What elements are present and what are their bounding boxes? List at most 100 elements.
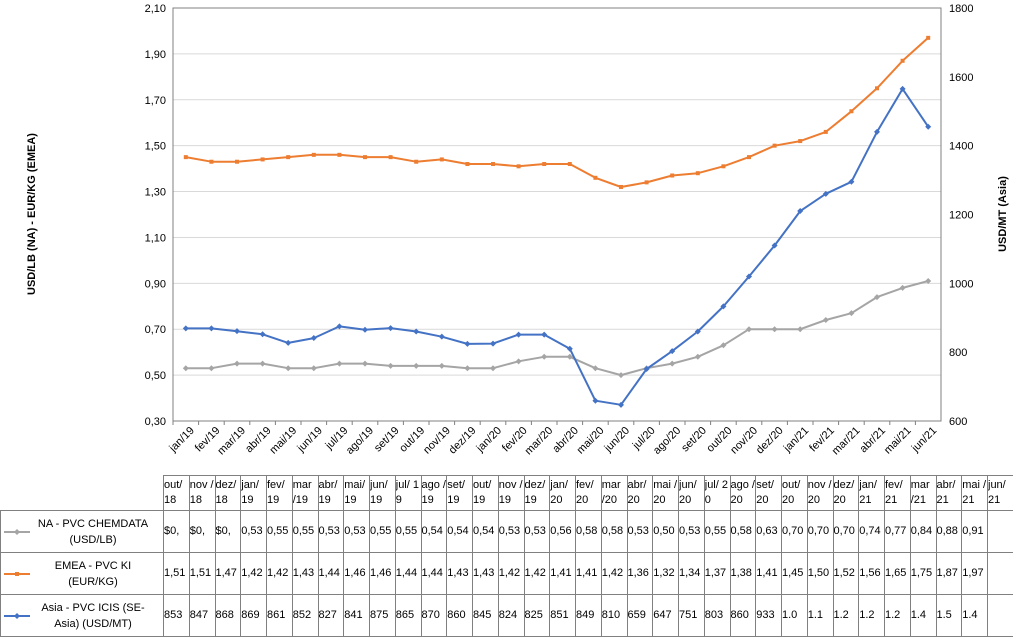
data-point-0	[797, 326, 803, 332]
x-tick-label: jun/21	[909, 425, 939, 455]
data-table-header-cell: abr/ 20	[627, 476, 653, 511]
data-table-header-cell: jun/ 19	[370, 476, 396, 511]
data-table-cell: 0,54	[421, 511, 447, 553]
x-tick-label: jan/21	[781, 425, 811, 455]
y-tick-label-right: 1400	[949, 141, 973, 153]
data-point-1	[363, 155, 367, 159]
data-table-cell: 0,77	[885, 511, 911, 553]
data-point-0	[695, 354, 701, 360]
data-table-cell: 845	[473, 595, 499, 637]
data-table-cell	[988, 511, 1013, 553]
legend-key-emea	[4, 570, 30, 578]
x-tick-label: nov/20	[728, 425, 760, 457]
y-tick-label-left: 1,90	[145, 49, 166, 61]
data-table-cell: 868	[215, 595, 241, 637]
y-axis-left: 0,300,500,700,901,101,301,501,701,902,10	[145, 3, 166, 428]
data-point-0	[592, 365, 598, 371]
data-table-cell: 0,91	[962, 511, 988, 553]
data-table-header-cell: jan/ 20	[550, 476, 576, 511]
data-table-cell: 1,44	[318, 553, 344, 595]
data-table-header-cell: dez/ 18	[215, 476, 241, 511]
data-point-1	[209, 160, 213, 164]
data-table-cell: 0,53	[627, 511, 653, 553]
data-table-cell: 1,43	[473, 553, 499, 595]
data-table-cell: 1,44	[421, 553, 447, 595]
data-point-1	[517, 164, 521, 168]
legend-label-asia: Asia - PVC ICIS (SE-Asia) (USD/MT)	[33, 600, 153, 632]
data-table-cell: 853	[164, 595, 190, 637]
data-table-header-cell: nov /18	[189, 476, 215, 511]
x-tick-label: mai/21	[882, 425, 914, 457]
data-point-0	[260, 361, 266, 367]
data-point-1	[747, 155, 751, 159]
data-point-1	[261, 157, 265, 161]
data-table-cell: 1,44	[395, 553, 421, 595]
legend-entry-emea: EMEA - PVC KI (EUR/KG)	[1, 553, 164, 595]
legend-label-na: NA - PVC CHEMDATA (USD/LB)	[33, 516, 153, 548]
data-table-cell: 827	[318, 595, 344, 637]
legend-entry-asia: Asia - PVC ICIS (SE-Asia) (USD/MT)	[1, 595, 164, 637]
data-table-cell: 851	[550, 595, 576, 637]
data-point-1	[696, 171, 700, 175]
data-point-2	[516, 332, 522, 338]
y-tick-label-left: 0,50	[145, 370, 166, 382]
data-point-2	[285, 340, 291, 346]
x-tick-label: mar/20	[523, 425, 556, 458]
data-table-cell: 0,84	[910, 511, 936, 553]
data-point-2	[490, 341, 496, 347]
data-table-cell: 1.1	[807, 595, 833, 637]
data-point-1	[824, 130, 828, 134]
data-table-cell: 1,41	[756, 553, 782, 595]
data-point-1	[440, 157, 444, 161]
data-table-header-cell: jul/ 19	[395, 476, 421, 511]
data-table-cell: 0,56	[550, 511, 576, 553]
y-tick-label-right: 1000	[949, 278, 973, 290]
data-table-cell: 824	[498, 595, 524, 637]
data-point-0	[464, 365, 470, 371]
series-line-1	[186, 38, 928, 187]
data-table-cell: 1,65	[885, 553, 911, 595]
data-table-header-cell: abr/ 19	[318, 476, 344, 511]
plot-area	[173, 8, 941, 421]
x-tick-label: mai/19	[267, 425, 299, 457]
x-tick-label: mar/19	[215, 425, 248, 458]
y-axis-title-right: USD/MT (Asia)	[997, 176, 1009, 252]
data-table-header-cell: set/ 19	[447, 476, 473, 511]
data-point-1	[389, 155, 393, 159]
y-tick-label-right: 800	[949, 347, 967, 359]
y-tick-label-right: 1200	[949, 210, 973, 222]
data-point-0	[285, 365, 291, 371]
data-point-1	[798, 139, 802, 143]
data-table-cell: $0,	[189, 511, 215, 553]
x-tick-label: ago/19	[344, 425, 376, 457]
data-table-cell: 849	[576, 595, 602, 637]
data-table-cell: 1,47	[215, 553, 241, 595]
data-table-header-cell: out/ 19	[473, 476, 499, 511]
legend-key-asia	[4, 612, 30, 620]
data-table-cell: 0,58	[730, 511, 756, 553]
data-table-header-cell: dez/ 20	[833, 476, 859, 511]
data-point-0	[362, 361, 368, 367]
data-point-0	[516, 358, 522, 364]
data-table-cell: 0,55	[395, 511, 421, 553]
data-table-cell: 0,54	[447, 511, 473, 553]
data-point-1	[337, 153, 341, 157]
legend-key-na	[4, 528, 30, 536]
x-tick-label: dez/20	[754, 425, 786, 457]
data-point-2	[362, 327, 368, 333]
data-table-cell: 1,43	[447, 553, 473, 595]
data-table-cell: 0,53	[344, 511, 370, 553]
data-table-cell: 1.0	[782, 595, 808, 637]
x-tick-label: jan/20	[474, 425, 504, 455]
data-table-header-cell: out/ 18	[164, 476, 190, 511]
x-tick-label: dez/19	[447, 425, 479, 457]
data-table-cell: 810	[601, 595, 627, 637]
data-point-2	[439, 334, 445, 340]
data-table-cell: 0,58	[576, 511, 602, 553]
data-table-cell: 870	[421, 595, 447, 637]
data-point-1	[645, 180, 649, 184]
data-table-cell: 1,52	[833, 553, 859, 595]
data-table-cell: 1.4	[910, 595, 936, 637]
